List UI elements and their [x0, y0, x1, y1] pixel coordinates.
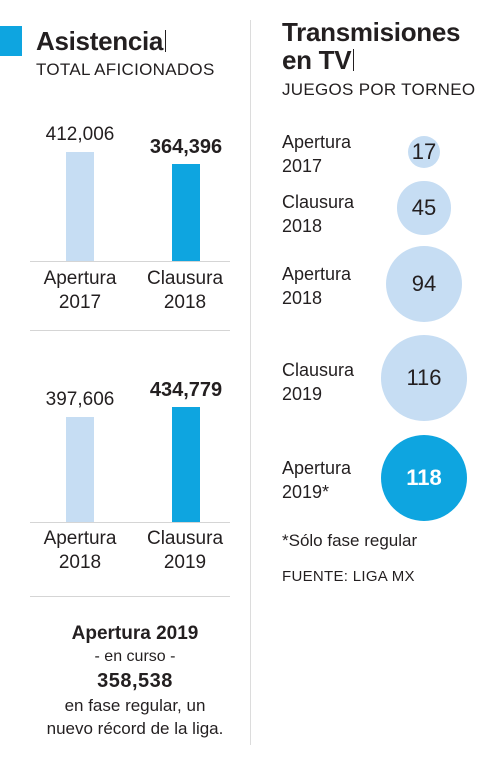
bar-clausura-2018	[172, 164, 200, 261]
bar-chart-1: 412,006 364,396 Apertura 2017 Clausura 2…	[0, 110, 250, 335]
bubble-value: 116	[406, 364, 442, 390]
tv-label-line: 2018	[282, 216, 323, 236]
bar-apertura-2017	[66, 151, 94, 261]
category-line: Clausura	[146, 268, 224, 289]
value-label-apertura-2018: 397,606	[45, 388, 115, 410]
tv-label-line: Apertura	[282, 132, 352, 152]
bar-chart-2: 397,606 434,779 Apertura 2018 Clausura 2…	[0, 340, 250, 602]
tv-label-line: 2017	[282, 156, 323, 176]
left-title: Asistencia	[36, 26, 167, 56]
tv-label-line: Clausura	[282, 192, 355, 212]
tv-label-apertura-2019: Apertura 2019*	[282, 456, 392, 504]
left-subtitle: TOTAL AFICIONADOS	[36, 60, 215, 79]
section-divider	[30, 330, 230, 331]
category-label-clausura-2018: Clausura 2018	[130, 267, 240, 315]
tv-label-line: Apertura	[282, 264, 352, 284]
summary-text-line2: nuevo récord de la liga.	[46, 719, 224, 738]
source: FUENTE: LIGA MX	[282, 568, 415, 585]
right-title-line2: en TV	[282, 45, 355, 75]
tv-label-line: Clausura	[282, 360, 355, 380]
summary-status: - en curso -	[94, 648, 176, 665]
bubble-clausura-2019: 116	[381, 335, 467, 421]
column-divider	[250, 20, 251, 745]
bar-clausura-2019	[172, 406, 200, 522]
baseline	[30, 261, 230, 262]
bubble-chart: Apertura 2017 Clausura 2018 Apertura 201…	[262, 120, 502, 521]
summary-block: Apertura 2019 - en curso - 358,538 en fa…	[30, 622, 240, 740]
bubble-value: 94	[411, 270, 437, 296]
bubble-value: 118	[406, 465, 442, 490]
tv-label-clausura-2018: Clausura 2018	[282, 190, 392, 238]
tv-label-clausura-2019: Clausura 2019	[282, 358, 392, 406]
category-label-clausura-2019: Clausura 2019	[130, 527, 240, 575]
bubble-value: 17	[411, 138, 437, 164]
bar-apertura-2018	[66, 416, 94, 522]
category-line: 2018	[163, 292, 207, 313]
tv-label-line: Apertura	[282, 458, 352, 478]
tv-label-line: 2019	[282, 384, 323, 404]
category-line: Apertura	[43, 268, 117, 289]
category-label-apertura-2018: Apertura 2018	[25, 527, 135, 575]
accent-block	[0, 26, 22, 56]
category-line: Apertura	[43, 528, 117, 549]
bubble-apertura-2017: 17	[407, 135, 441, 169]
section-divider	[30, 596, 230, 597]
category-line: 2017	[58, 292, 102, 313]
footnote: *Sólo fase regular	[282, 531, 418, 550]
summary-value: 358,538	[97, 670, 173, 692]
tv-label-line: 2018	[282, 288, 323, 308]
right-subtitle: JUEGOS POR TORNEO	[282, 80, 476, 99]
title-cursor	[165, 30, 167, 52]
baseline	[30, 522, 230, 523]
tv-label-apertura-2018: Apertura 2018	[282, 262, 392, 310]
bubble-apertura-2018: 94	[385, 245, 463, 323]
category-line: Clausura	[146, 528, 224, 549]
category-label-apertura-2017: Apertura 2017	[25, 267, 135, 315]
tv-label-line: 2019*	[282, 482, 330, 502]
right-title-line2-text: en TV	[282, 45, 352, 75]
value-label-clausura-2019: 434,779	[149, 378, 223, 401]
right-title-line1: Transmisiones	[282, 17, 461, 47]
category-line: 2018	[58, 552, 102, 573]
title-cursor	[353, 49, 355, 71]
value-label-clausura-2018: 364,396	[149, 136, 223, 159]
category-line: 2019	[163, 552, 207, 573]
bubble-apertura-2019: 118	[381, 435, 467, 521]
bubble-clausura-2018: 45	[397, 181, 451, 235]
left-title-text: Asistencia	[36, 26, 164, 56]
tv-label-apertura-2017: Apertura 2017	[282, 130, 392, 178]
summary-title: Apertura 2019	[71, 623, 199, 644]
summary-text-line1: en fase regular, un	[64, 696, 206, 715]
bubble-value: 45	[411, 194, 437, 220]
value-label-apertura-2017: 412,006	[45, 123, 115, 145]
